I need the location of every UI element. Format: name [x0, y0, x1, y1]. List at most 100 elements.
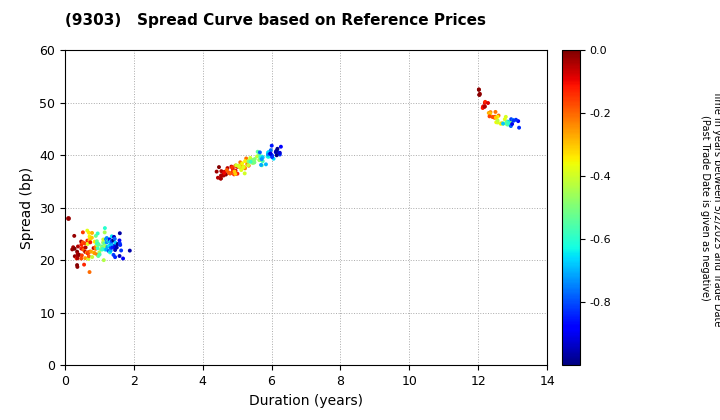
- Point: [485, 109, 496, 116]
- Point: [251, 153, 263, 160]
- Point: [88, 249, 99, 256]
- Point: [81, 227, 93, 234]
- Point: [104, 242, 115, 249]
- Point: [81, 237, 93, 244]
- Point: [232, 163, 243, 170]
- Point: [261, 153, 273, 160]
- Point: [220, 171, 232, 178]
- Point: [91, 241, 102, 248]
- Point: [109, 236, 120, 242]
- Point: [79, 249, 91, 255]
- Point: [239, 165, 251, 172]
- Point: [212, 174, 224, 181]
- Point: [92, 230, 104, 237]
- Point: [109, 247, 121, 253]
- Point: [239, 164, 251, 171]
- Point: [81, 249, 92, 256]
- Point: [505, 116, 517, 123]
- Point: [265, 147, 276, 154]
- Point: [99, 243, 111, 249]
- Point: [484, 113, 495, 120]
- Point: [71, 255, 82, 262]
- Point: [268, 155, 279, 162]
- Point: [499, 116, 510, 123]
- Point: [72, 255, 84, 262]
- Point: [76, 241, 87, 248]
- Point: [111, 244, 122, 251]
- Point: [114, 253, 125, 260]
- Point: [271, 147, 283, 154]
- Point: [230, 171, 241, 177]
- Point: [84, 233, 95, 240]
- Point: [104, 249, 116, 256]
- Point: [247, 158, 258, 165]
- Point: [254, 149, 266, 156]
- Point: [253, 151, 265, 158]
- Point: [84, 229, 95, 236]
- Point: [230, 167, 241, 174]
- Point: [72, 243, 84, 250]
- Point: [477, 105, 488, 111]
- Point: [222, 165, 233, 171]
- Point: [107, 237, 119, 244]
- Point: [474, 90, 485, 97]
- Point: [77, 229, 89, 236]
- Point: [213, 164, 225, 171]
- Point: [503, 120, 514, 126]
- Point: [91, 238, 103, 244]
- Point: [86, 234, 98, 241]
- Point: [238, 164, 249, 171]
- Point: [97, 239, 109, 246]
- Point: [502, 118, 513, 125]
- Point: [109, 241, 121, 248]
- X-axis label: Duration (years): Duration (years): [249, 394, 363, 408]
- Point: [247, 160, 258, 166]
- Point: [66, 246, 78, 253]
- Point: [490, 108, 501, 115]
- Point: [274, 151, 286, 158]
- Point: [218, 171, 230, 178]
- Point: [114, 240, 125, 247]
- Point: [71, 262, 83, 268]
- Point: [93, 241, 104, 248]
- Point: [78, 261, 90, 268]
- Point: [82, 250, 94, 257]
- Point: [82, 241, 94, 247]
- Point: [256, 162, 267, 168]
- Point: [487, 113, 498, 120]
- Point: [215, 172, 227, 179]
- Point: [76, 255, 87, 262]
- Point: [101, 239, 112, 246]
- Point: [101, 235, 112, 242]
- Point: [103, 248, 114, 255]
- Point: [79, 240, 91, 247]
- Point: [487, 114, 499, 121]
- Point: [270, 149, 282, 155]
- Point: [230, 171, 241, 177]
- Point: [101, 246, 112, 253]
- Point: [100, 236, 112, 242]
- Point: [474, 92, 485, 98]
- Point: [77, 246, 89, 252]
- Point: [96, 244, 108, 251]
- Point: [83, 255, 94, 262]
- Point: [505, 118, 516, 125]
- Point: [80, 244, 91, 251]
- Point: [107, 244, 118, 251]
- Point: [240, 155, 252, 162]
- Point: [91, 240, 103, 247]
- Point: [262, 150, 274, 157]
- Point: [114, 241, 126, 248]
- Point: [263, 149, 274, 155]
- Point: [245, 158, 256, 165]
- Point: [76, 244, 88, 251]
- Point: [483, 110, 495, 116]
- Point: [480, 99, 491, 105]
- Point: [89, 239, 101, 245]
- Point: [97, 236, 109, 243]
- Point: [71, 248, 83, 255]
- Point: [102, 244, 113, 250]
- Point: [264, 150, 275, 157]
- Point: [95, 246, 107, 253]
- Point: [257, 154, 269, 161]
